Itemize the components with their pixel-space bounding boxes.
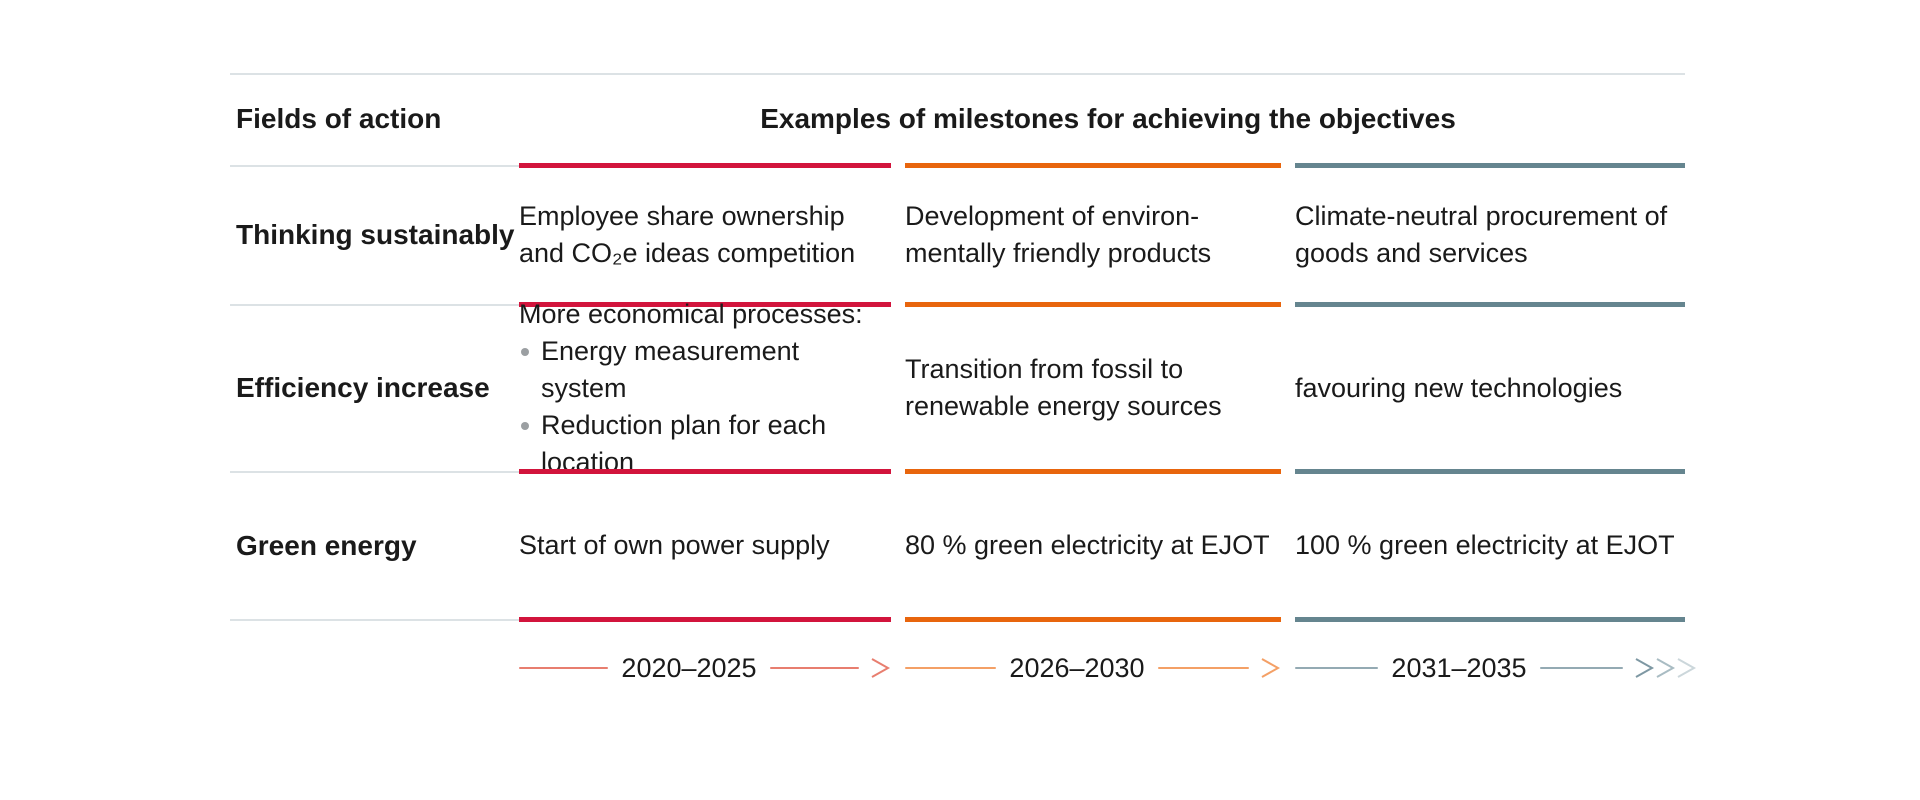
timeline-line — [905, 667, 997, 669]
timeline-segment-2031-2035: 2031–2035 — [1295, 648, 1697, 688]
list-item: Energy measurement system — [519, 333, 891, 407]
milestone-text: Climate-neutral procurement of goods and… — [1295, 201, 1668, 268]
label-divider-cell — [230, 617, 519, 622]
list-item: Reduction plan for each location — [519, 407, 891, 481]
bar-slate — [1295, 617, 1685, 622]
timeline-segment-2026-2030: 2026–2030 — [905, 648, 1281, 688]
label-divider — [230, 164, 519, 167]
bar-slate — [1295, 302, 1685, 307]
milestone-bullet-list: More economical processes: Energy measur… — [519, 296, 891, 481]
table-row: Thinking sustainably Employee share owne… — [230, 168, 1685, 302]
bar-orange — [905, 469, 1281, 474]
timeline-line — [1539, 667, 1623, 669]
milestone-text: favouring new technologies — [1295, 372, 1623, 403]
label-divider-cell — [230, 302, 519, 307]
milestone-cell: More economical processes: Energy measur… — [519, 299, 891, 477]
milestone-cell: Employee share ownership and CO₂e ideas … — [519, 168, 891, 302]
timeline-period-label: 2026–2030 — [1009, 652, 1145, 683]
label-divider — [230, 303, 519, 306]
bar-row — [230, 302, 1685, 307]
bar-slate — [1295, 469, 1685, 474]
arrow-chevron-icon — [1635, 658, 1655, 678]
milestone-text: Transition from fossil to renewable ener… — [905, 354, 1222, 421]
header-row: Fields of action Examples of milestones … — [230, 75, 1685, 163]
bar-row — [230, 163, 1685, 168]
bullet-list-intro: More economical processes: — [519, 298, 863, 329]
row-label-cell: Green energy — [230, 474, 519, 617]
table-row: Green energy Start of own power supply 8… — [230, 474, 1685, 617]
timeline: 2020–2025 2026–2030 2031–2035 — [230, 648, 1697, 688]
label-divider-cell — [230, 163, 519, 168]
timeline-line — [519, 667, 609, 669]
bar-orange — [905, 163, 1281, 168]
bar-orange — [905, 617, 1281, 622]
bar-orange — [905, 302, 1281, 307]
arrow-chevron-icon — [1656, 658, 1676, 678]
milestone-cell: Development of environ- mentally friendl… — [905, 168, 1281, 302]
bullet-dot — [521, 421, 529, 430]
bullet-text: Energy measurement system — [541, 335, 800, 403]
bullet-dot — [521, 347, 529, 356]
milestone-text: 100 % green electricity at EJOT — [1295, 530, 1675, 560]
milestone-cell: Start of own power supply — [519, 474, 891, 617]
milestone-text: 80 % green electricity at EJOT — [905, 530, 1270, 560]
arrow-chevron-icon — [871, 658, 891, 678]
bar-red — [519, 302, 891, 307]
row-label: Efficiency increase — [236, 372, 490, 403]
milestone-text: Employee share ownership and CO₂e ideas … — [519, 201, 856, 268]
label-divider — [230, 470, 519, 473]
timeline-line — [1295, 667, 1379, 669]
row-label-cell: Efficiency increase — [230, 307, 519, 469]
bar-slate — [1295, 163, 1685, 168]
bar-red — [519, 163, 891, 168]
timeline-line — [1157, 667, 1249, 669]
milestone-text: Start of own power supply — [519, 530, 830, 560]
timeline-period-label: 2031–2035 — [1391, 652, 1527, 683]
timeline-line — [769, 667, 859, 669]
label-divider — [230, 618, 519, 621]
examples-heading: Examples of milestones for achieving the… — [760, 103, 1456, 134]
milestone-cell: Climate-neutral procurement of goods and… — [1295, 168, 1685, 302]
milestone-cell: Transition from fossil to renewable ener… — [905, 307, 1281, 469]
table-row: Efficiency increase More economical proc… — [230, 299, 1685, 477]
timeline-segment-2020-2025: 2020–2025 — [519, 648, 891, 688]
timeline-period-label: 2020–2025 — [621, 652, 757, 683]
milestone-text: Development of environ- mentally friendl… — [905, 201, 1212, 268]
bar-red — [519, 469, 891, 474]
label-divider-cell — [230, 469, 519, 474]
bar-red — [519, 617, 891, 622]
bullet-text: Reduction plan for each location — [541, 409, 827, 477]
top-divider — [230, 73, 1685, 75]
milestone-cell: favouring new technologies — [1295, 307, 1685, 469]
bar-row — [230, 469, 1685, 474]
milestone-cell: 100 % green electricity at EJOT — [1295, 474, 1685, 617]
arrow-chevron-icon — [1677, 658, 1697, 678]
bar-row — [230, 617, 1685, 622]
row-label: Green energy — [236, 529, 417, 561]
roadmap-table: Fields of action Examples of milestones … — [230, 73, 1697, 688]
row-label-cell: Thinking sustainably — [230, 168, 519, 302]
milestone-cell: 80 % green electricity at EJOT — [905, 474, 1281, 617]
fields-of-action-heading: Fields of action — [236, 103, 442, 134]
row-label: Thinking sustainably — [236, 219, 515, 250]
arrow-chevron-icon — [1261, 658, 1281, 678]
